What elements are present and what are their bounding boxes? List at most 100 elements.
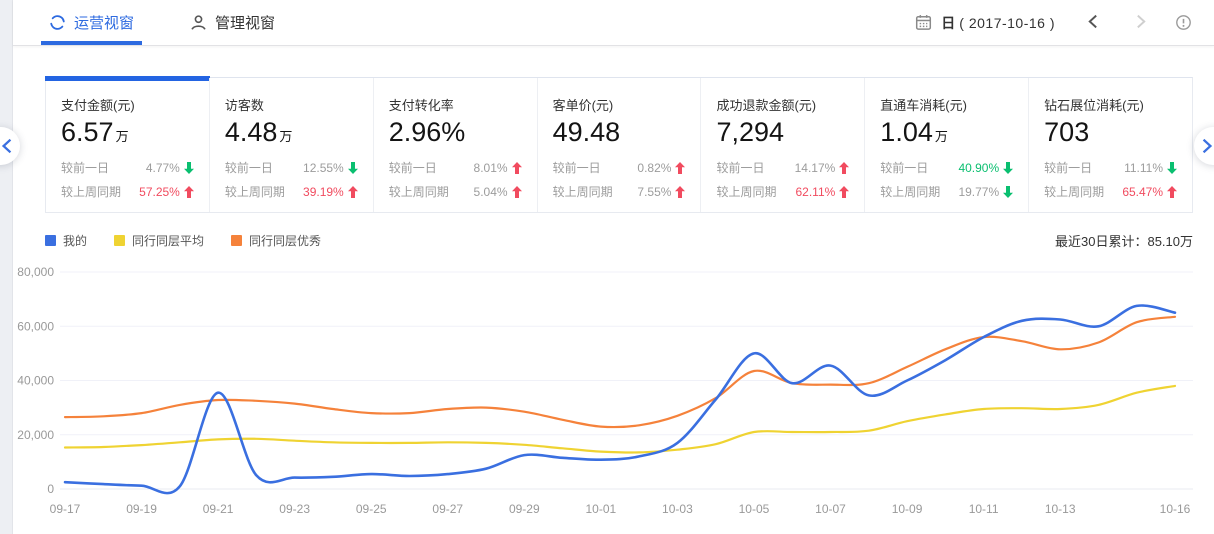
kpi-label: 支付转化率 <box>388 98 454 113</box>
compare-label: 较上周同期 <box>61 185 122 199</box>
compare-block: 较前一日 8.01% 较上周同期 5.04% <box>389 152 522 200</box>
kpi-card[interactable]: 访客数 4.48 万 较前一日 12.55% 较上周同期 39.19% <box>208 78 373 212</box>
compare-row-week: 较上周同期 62.11% <box>716 183 850 200</box>
trend-chart[interactable]: 0 20,000 40,000 60,000 80,000 09-17 09-19 09-21… <box>0 255 1214 534</box>
series-line-我的[interactable] <box>63 304 1177 495</box>
compare-row-week: 较上周同期 7.55% <box>553 183 686 200</box>
y-axis-label: 20,000 <box>17 428 54 442</box>
tab-label: 运营视窗 <box>74 15 135 32</box>
compare-pct: 0.82% <box>637 160 672 175</box>
legend-items: 我的 同行同层平均 同行同层优秀 <box>45 232 348 249</box>
compare-label: 较前一日 <box>388 161 437 175</box>
carousel-prev-button[interactable] <box>0 127 20 165</box>
chart-legend-row: 我的 同行同层平均 同行同层优秀 最近30日累计：85.10万 <box>45 231 1193 250</box>
x-axis-label: 10-11 <box>969 502 999 516</box>
trend-arrow-icon <box>347 161 358 174</box>
tab-operations-view[interactable]: 运营视窗 <box>40 0 143 45</box>
kpi-value: 49.48 <box>552 117 621 147</box>
legend-swatch <box>114 235 126 246</box>
trend-arrow-icon <box>675 185 686 198</box>
compare-block: 较前一日 40.90% 较上周同期 19.77% <box>880 152 1014 200</box>
date-controls: 日 ( 2017-10-16 ) <box>915 10 1214 36</box>
kpi-value-suffix: 万 <box>115 129 129 144</box>
compare-label: 较前一日 <box>880 161 929 175</box>
compare-block: 较前一日 11.11% 较上周同期 65.47% <box>1044 152 1178 200</box>
series-line-同行同层平均[interactable] <box>63 384 1177 454</box>
legend-item[interactable]: 我的 <box>45 232 87 249</box>
compare-label: 较前一日 <box>552 161 601 175</box>
trend-arrow-icon <box>183 185 194 198</box>
legend-swatch <box>45 235 56 246</box>
kpi-value: 1.04 万 <box>880 117 948 147</box>
y-axis-label: 40,000 <box>17 374 54 388</box>
x-axis-label: 09-21 <box>203 502 234 516</box>
compare-label: 较上周同期 <box>716 185 777 199</box>
kpi-value: 6.57 万 <box>61 117 129 147</box>
compare-row-day: 较前一日 8.01% <box>389 159 522 176</box>
compare-row-week: 较上周同期 57.25% <box>61 183 194 200</box>
compare-pct: 5.04% <box>473 184 508 199</box>
kpi-label: 成功退款金额(元) <box>716 98 817 113</box>
compare-pct: 4.77% <box>145 160 180 175</box>
compare-pct: 12.55% <box>303 160 344 175</box>
x-axis-label: 10-13 <box>1045 502 1076 516</box>
compare-label: 较上周同期 <box>880 185 941 199</box>
compare-block: 较前一日 0.82% 较上周同期 7.55% <box>553 152 686 200</box>
x-axis-label: 09-27 <box>432 502 463 516</box>
x-axis-label: 09-25 <box>356 502 387 516</box>
compare-pct: 7.55% <box>637 184 672 199</box>
compare-label: 较前一日 <box>716 161 765 175</box>
x-axis-label: 09-19 <box>126 502 157 516</box>
kpi-value: 7,294 <box>716 117 785 147</box>
date-value-label[interactable]: ( 2017-10-16 ) <box>959 14 1055 31</box>
x-axis-label: 10-05 <box>739 502 770 516</box>
kpi-card[interactable]: 成功退款金额(元) 7,294 较前一日 14.17% 较上周同期 62.11% <box>700 78 864 212</box>
trend-chart-area[interactable]: 0 20,000 40,000 60,000 80,000 09-17 09-19 09-21… <box>0 255 1214 534</box>
trend-arrow-icon <box>1003 185 1014 198</box>
compare-block: 较前一日 14.17% 较上周同期 62.11% <box>716 152 850 200</box>
kpi-card[interactable]: 客单价(元) 49.48 较前一日 0.82% 较上周同期 7.55% <box>536 78 701 212</box>
x-axis-label: 10-01 <box>586 502 617 516</box>
kpi-label: 直通车消耗(元) <box>880 98 967 113</box>
compare-pct: 11.11% <box>1124 160 1164 175</box>
compare-label: 较上周同期 <box>224 185 285 199</box>
prev-date-button[interactable] <box>1083 10 1104 36</box>
compare-pct: 19.77% <box>958 184 1000 199</box>
header: 运营视窗 管理视窗 日 ( 2017-10-16 ) <box>13 0 1214 46</box>
compare-label: 较前一日 <box>61 161 110 175</box>
trend-arrow-icon <box>839 185 850 198</box>
carousel-next-button[interactable] <box>1194 127 1214 165</box>
legend-swatch <box>231 235 243 246</box>
tab-management-view[interactable]: 管理视窗 <box>186 0 279 45</box>
legend-item[interactable]: 同行同层优秀 <box>231 232 321 249</box>
kpi-card[interactable]: 直通车消耗(元) 1.04 万 较前一日 40.90% 较上周同期 19.77% <box>864 78 1028 212</box>
compare-pct: 40.90% <box>958 160 1000 175</box>
trend-arrow-icon <box>839 161 850 174</box>
next-date-button[interactable] <box>1130 10 1151 36</box>
trend-arrow-icon <box>347 185 358 198</box>
compare-pct: 39.19% <box>303 184 344 199</box>
kpi-card-row: 支付金额(元) 6.57 万 较前一日 4.77% 较上周同期 57.25% 访客… <box>45 76 1193 213</box>
legend-item[interactable]: 同行同层平均 <box>114 232 204 249</box>
chevron-right-icon <box>1134 14 1147 32</box>
kpi-value-suffix: 万 <box>934 129 948 144</box>
chevron-right-icon <box>1202 138 1213 154</box>
summary-total: 最近30日累计：85.10万 <box>1055 234 1193 249</box>
chevron-left-icon <box>1087 14 1100 32</box>
kpi-label: 访客数 <box>224 98 264 113</box>
x-axis-label: 10-03 <box>662 502 693 516</box>
kpi-card[interactable]: 钻石展位消耗(元) 703 较前一日 11.11% 较上周同期 65.47% <box>1028 78 1192 212</box>
compare-pct: 62.11% <box>795 184 836 199</box>
compare-label: 较上周同期 <box>552 185 613 199</box>
legend-label: 我的 <box>63 234 88 248</box>
kpi-card[interactable]: 支付金额(元) 6.57 万 较前一日 4.77% 较上周同期 57.25% <box>45 76 210 212</box>
date-period-label[interactable]: 日 <box>941 14 956 31</box>
operations-view-icon <box>49 14 66 31</box>
trend-arrow-icon <box>1167 161 1178 174</box>
calendar-icon[interactable] <box>915 14 932 31</box>
info-icon[interactable] <box>1175 14 1192 31</box>
kpi-card[interactable]: 支付转化率 2.96% 较前一日 8.01% 较上周同期 5.04% <box>372 78 537 212</box>
compare-row-week: 较上周同期 5.04% <box>389 183 522 200</box>
compare-row-day: 较前一日 12.55% <box>225 159 358 176</box>
x-axis-label: 10-07 <box>815 502 846 516</box>
